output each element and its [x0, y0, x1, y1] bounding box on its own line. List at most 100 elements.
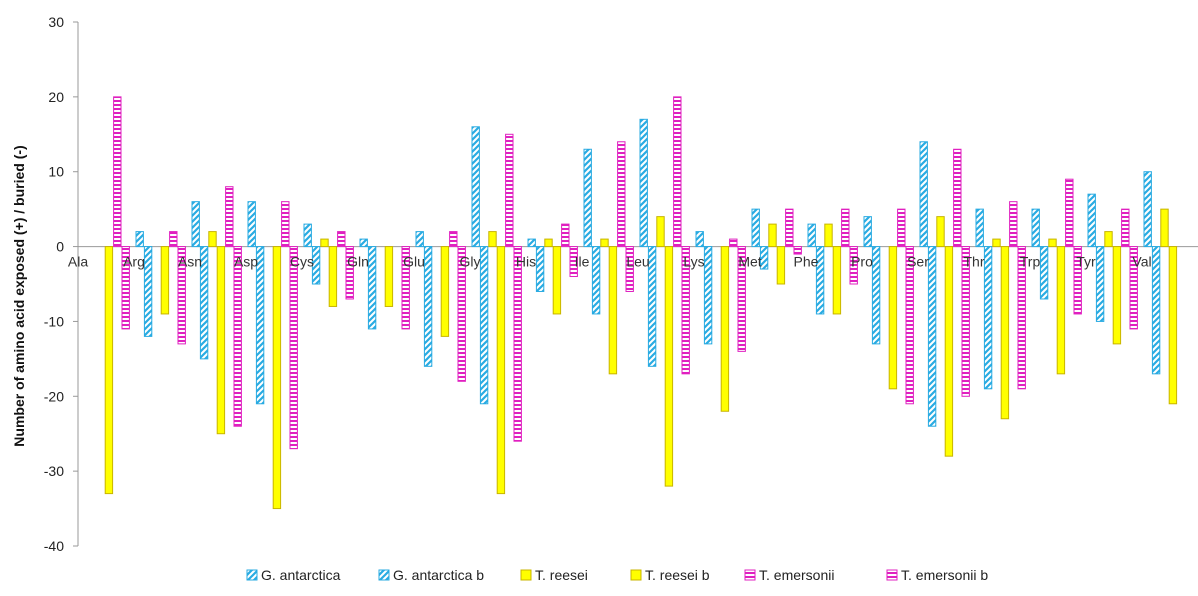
x-category-label: Thr: [964, 254, 985, 270]
legend: G. antarctica G. antarctica b T. reesei T. …: [246, 567, 988, 583]
legend-label: G. antarctica b: [393, 567, 484, 583]
y-axis-title: Number of amino acid exposed (+) / burie…: [11, 145, 27, 446]
x-category-label: Asn: [178, 254, 202, 270]
bar: [1087, 193, 1096, 248]
legend-label: T. reesei b: [645, 567, 710, 583]
bar: [1129, 246, 1138, 330]
bar: [824, 223, 833, 248]
bar: [208, 231, 217, 248]
bar: [303, 223, 312, 248]
bar: [121, 246, 130, 330]
legend-swatch: [520, 569, 532, 581]
bar: [440, 246, 450, 337]
y-tick-label: -30: [44, 463, 64, 479]
bar: [1121, 208, 1130, 248]
bar-series-group: [104, 96, 1178, 510]
bar: [681, 246, 690, 375]
bar: [384, 246, 394, 307]
bar: [1168, 246, 1178, 405]
bar: [656, 216, 665, 248]
bar: [639, 118, 648, 248]
bar: [776, 246, 786, 285]
bar: [199, 246, 209, 360]
y-tick-label: 20: [48, 89, 64, 105]
bar: [281, 201, 290, 248]
bar: [1009, 201, 1018, 248]
bar: [233, 246, 242, 427]
bar: [1031, 208, 1040, 248]
bar: [415, 231, 424, 248]
bar: [729, 238, 738, 248]
bar: [617, 141, 626, 248]
bar: [807, 223, 816, 248]
bar: [583, 148, 592, 248]
bar: [720, 246, 730, 412]
y-tick-label: -10: [44, 313, 64, 329]
bar: [944, 246, 954, 457]
bar: [936, 216, 945, 248]
bar: [961, 246, 970, 397]
bar: [225, 186, 234, 248]
x-category-label: Tyr: [1076, 254, 1096, 270]
bar: [135, 231, 144, 248]
bar: [1065, 178, 1074, 248]
bar: [953, 148, 962, 248]
bar: [1151, 246, 1161, 375]
x-category-label: Asp: [234, 254, 258, 270]
bar: [272, 246, 282, 510]
x-category-label: Leu: [626, 254, 649, 270]
bar: [1039, 246, 1049, 300]
x-category-label: Phe: [794, 254, 819, 270]
x-category-label: Val: [1132, 254, 1151, 270]
bar: [905, 246, 914, 405]
bar: [216, 246, 226, 435]
x-category-label: Gln: [347, 254, 369, 270]
bar: [785, 208, 794, 248]
bar: [1095, 246, 1105, 322]
x-category-label: Lys: [683, 254, 704, 270]
bar: [841, 208, 850, 248]
bar: [552, 246, 562, 315]
bar: [863, 216, 872, 248]
bar: [591, 246, 601, 315]
legend-label: T. emersonii b: [901, 567, 988, 583]
bar: [527, 238, 536, 248]
bar: [992, 238, 1001, 248]
bar: [1104, 231, 1113, 248]
bar: [768, 223, 777, 248]
y-tick-label: -20: [44, 388, 64, 404]
bar: [759, 246, 769, 270]
legend-label: T. reesei: [535, 567, 588, 583]
category-labels: Ala Arg Asn Asp Cys Gln Glu Gly His Ile Leu Lys Met P…: [68, 254, 1152, 270]
bar: [471, 126, 480, 248]
bar: [328, 246, 338, 307]
legend-swatch: [886, 569, 898, 581]
x-category-label: Cys: [290, 254, 314, 270]
bar: [143, 246, 153, 337]
bar: [1048, 238, 1057, 248]
bar: [561, 223, 570, 248]
bar: [664, 246, 674, 487]
bar: [919, 141, 928, 248]
legend-swatch: [246, 569, 258, 581]
x-category-label: Ala: [68, 254, 88, 270]
bar: [737, 246, 746, 352]
bar: [608, 246, 618, 375]
legend-label: T. emersonii: [759, 567, 834, 583]
x-category-label: Arg: [123, 254, 145, 270]
bar: [815, 246, 825, 315]
x-category-label: Glu: [403, 254, 425, 270]
bar: [1056, 246, 1066, 375]
bar: [975, 208, 984, 248]
bar: [289, 246, 298, 450]
bar: [888, 246, 898, 390]
bar: [1160, 208, 1169, 248]
bar: [793, 246, 802, 255]
bar: [1073, 246, 1082, 315]
bar: [647, 246, 657, 367]
bar: [673, 96, 682, 248]
bar: [359, 238, 368, 248]
bar: [897, 208, 906, 248]
x-category-label: His: [516, 254, 536, 270]
